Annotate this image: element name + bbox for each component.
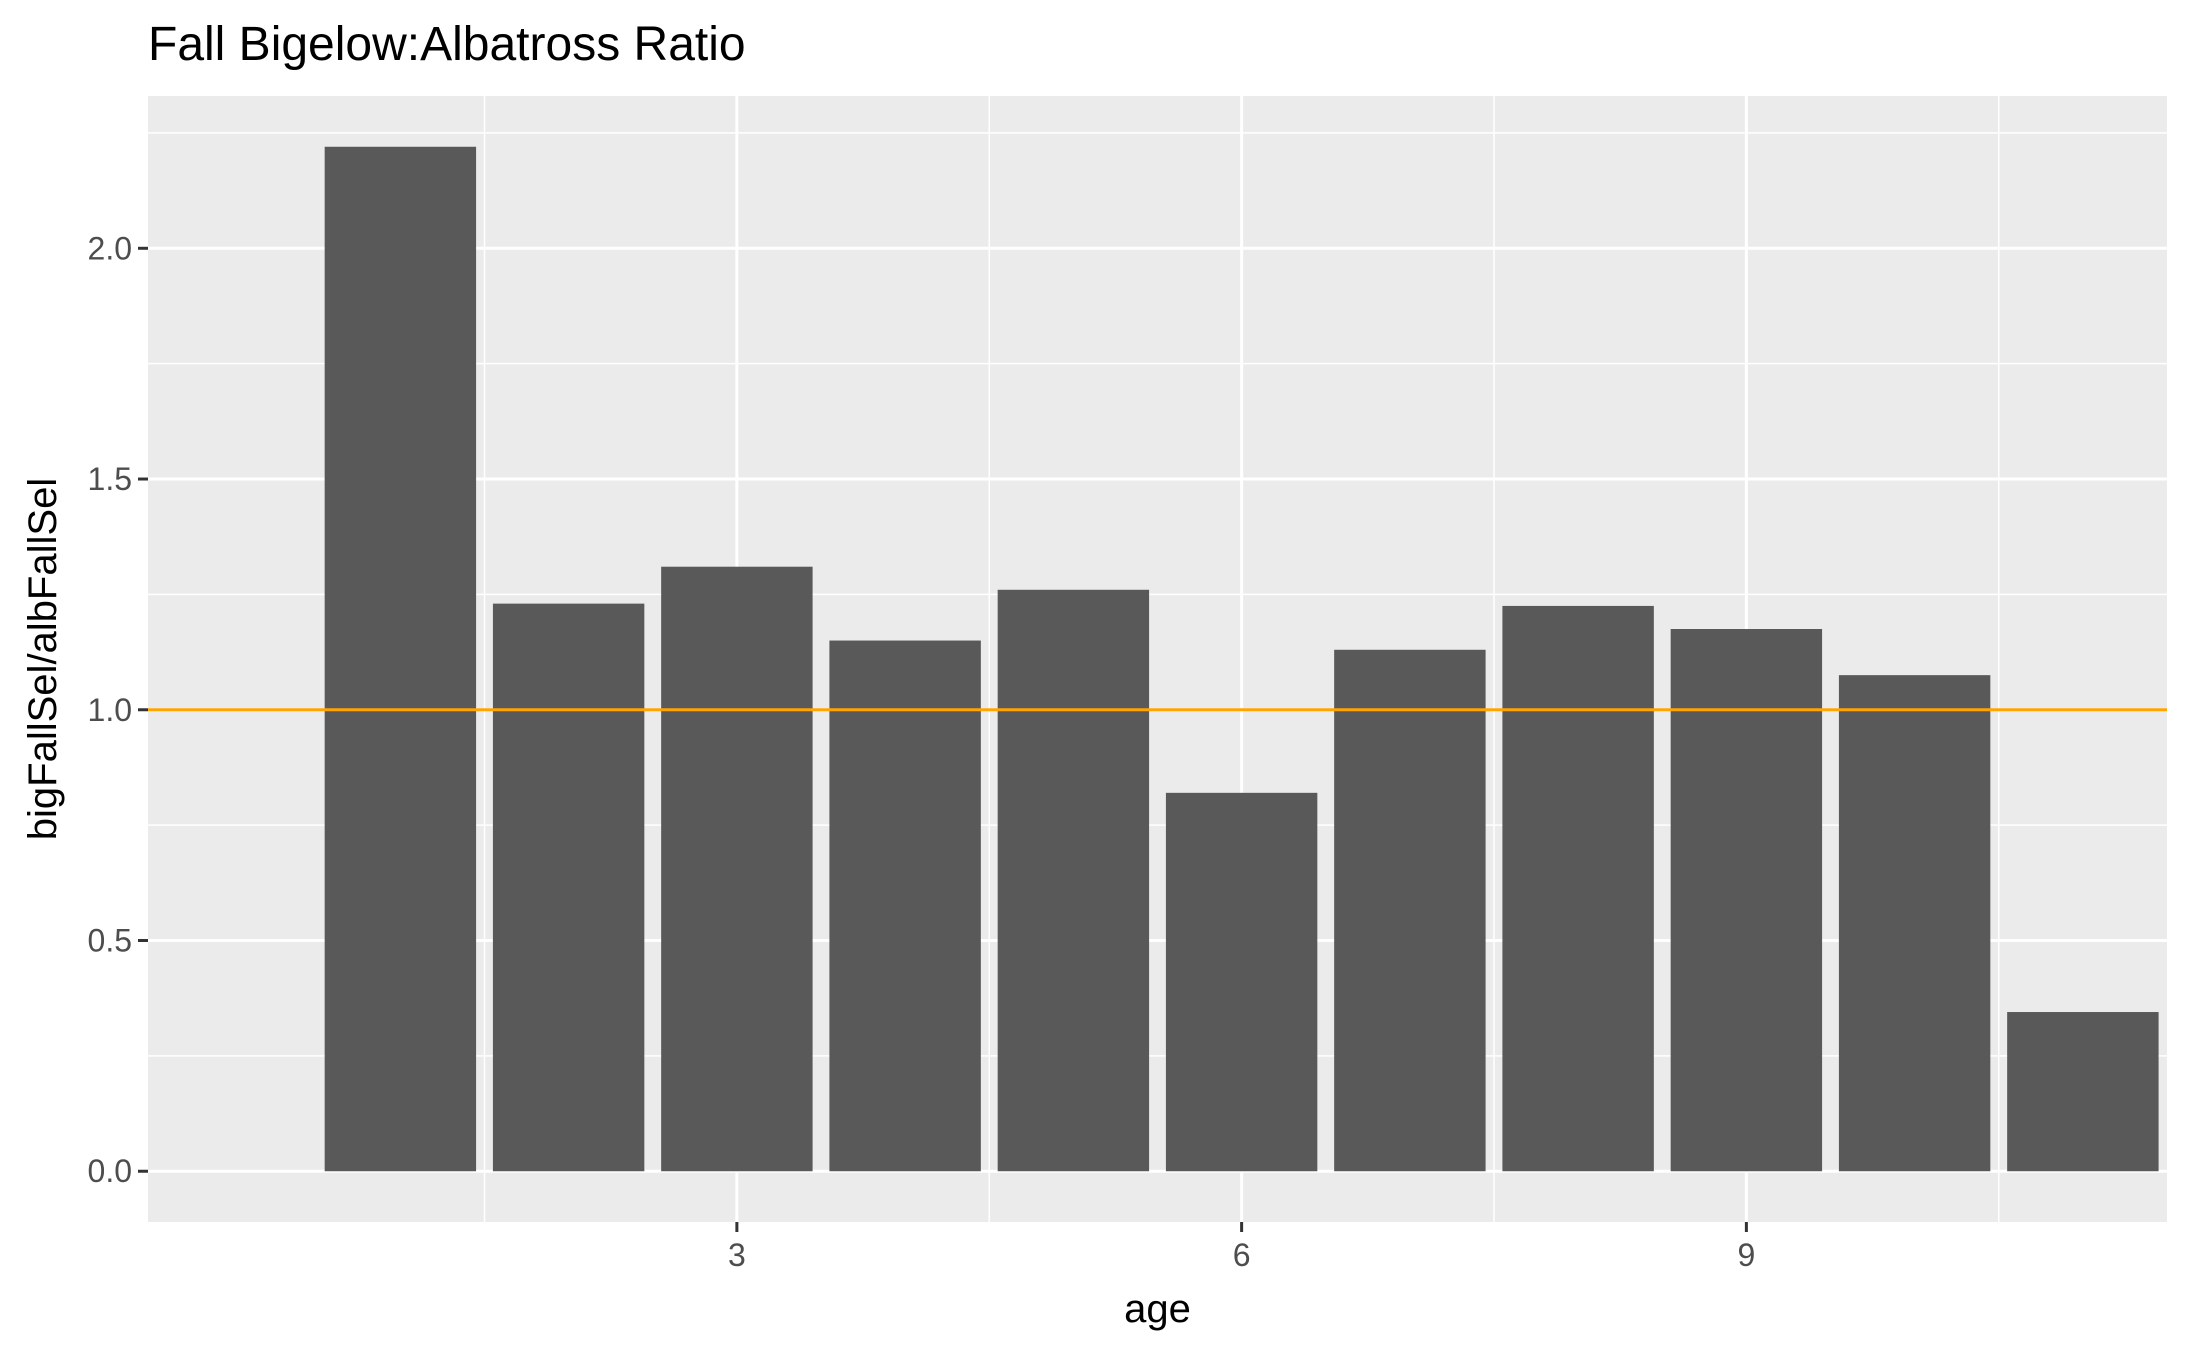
y-tick-label: 1.5 — [88, 461, 132, 497]
x-axis-title: age — [1124, 1287, 1191, 1331]
y-axis-title: bigFallSel/albFallSel — [21, 478, 65, 840]
bar-age-3 — [661, 566, 813, 1172]
x-tick-label: 6 — [1233, 1237, 1251, 1273]
x-tick-label: 3 — [728, 1237, 746, 1273]
y-axis: 0.0 0.5 1.0 1.5 2.0 — [88, 230, 148, 1189]
y-tick-label: 2.0 — [88, 230, 132, 266]
bar-age-6 — [1165, 792, 1318, 1172]
chart-title: Fall Bigelow:Albatross Ratio — [148, 18, 746, 71]
bar-age-10 — [1838, 675, 1991, 1172]
y-tick-label: 0.5 — [88, 923, 132, 959]
grid-minor — [148, 96, 2167, 1222]
bar-age-9 — [1670, 629, 1823, 1172]
x-tick-label: 9 — [1737, 1237, 1755, 1273]
bar-age-7 — [1334, 649, 1486, 1172]
bar-age-5 — [997, 589, 1150, 1172]
bars — [324, 146, 2159, 1172]
y-tick-label: 1.0 — [88, 692, 132, 728]
bar-age-1 — [324, 146, 477, 1172]
bar-age-2 — [492, 603, 645, 1172]
bar-age-11 — [2007, 1012, 2159, 1172]
bar-age-8 — [1502, 605, 1654, 1172]
x-axis: 3 6 9 — [728, 1222, 1755, 1273]
y-tick-label: 0.0 — [88, 1153, 132, 1189]
bar-age-4 — [829, 640, 981, 1172]
